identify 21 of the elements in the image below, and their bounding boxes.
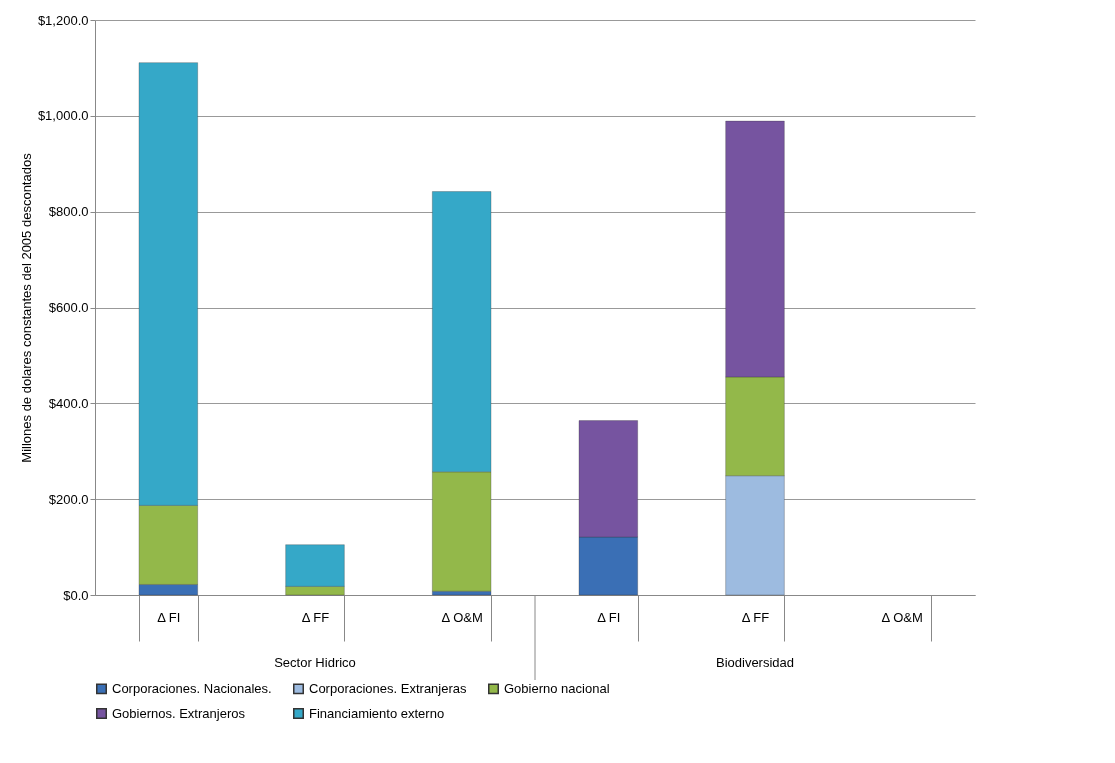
y-tick-label: $200.0	[48, 491, 89, 507]
x-tick-label: Δ FF	[301, 609, 330, 625]
y-tick-label: $1,000.0	[37, 108, 89, 124]
x-tick-label: Δ O&M	[441, 609, 483, 625]
legend-label: Gobierno nacional	[504, 680, 610, 696]
text: Biodiversidad	[715, 655, 795, 670]
y-tick-label: $1,200.0	[37, 12, 89, 28]
x-tick-label: Δ FF	[741, 609, 770, 625]
legend-label: Gobiernos. Extranjeros	[112, 705, 246, 721]
text: Sector Hidrico	[274, 655, 356, 670]
legend-label: Corporaciones. Nacionales.	[112, 680, 272, 696]
x-tick-label: Δ FI	[157, 609, 181, 625]
legend-label: Financiamiento externo	[309, 705, 445, 721]
y-tick-label: $0.0	[63, 587, 89, 603]
y-tick-label: $600.0	[48, 300, 89, 315]
x-tick-label: Δ FI	[597, 609, 621, 625]
y-tick-label: $800.0	[48, 204, 89, 220]
legend-label: Corporaciones. Extranjeras	[309, 680, 468, 696]
y-axis-title: Millones de dolares constantes del 2005 descontados	[18, 152, 34, 463]
x-tick-label: Δ O&M	[881, 609, 923, 625]
y-tick-label: $400.0	[48, 395, 89, 411]
